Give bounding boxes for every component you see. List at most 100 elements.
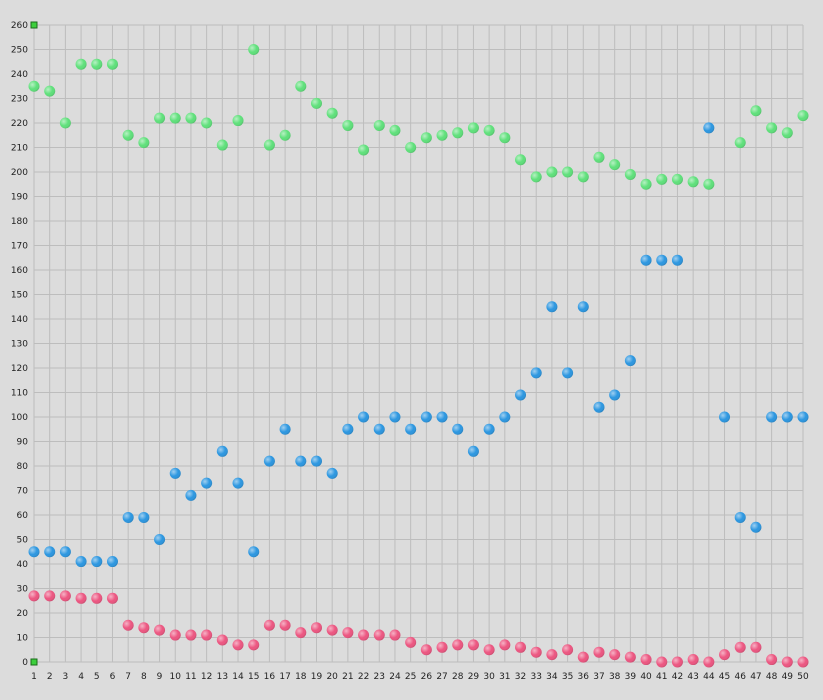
data-point xyxy=(389,629,401,641)
data-point xyxy=(106,556,118,568)
data-point xyxy=(577,651,589,663)
x-tick-label: 32 xyxy=(515,672,526,682)
data-point xyxy=(719,411,731,423)
data-point xyxy=(703,178,715,190)
data-point xyxy=(624,651,636,663)
data-point xyxy=(232,115,244,127)
data-point xyxy=(499,411,511,423)
x-tick-label: 40 xyxy=(640,672,652,682)
x-tick-label: 20 xyxy=(326,672,338,682)
data-point xyxy=(750,521,762,533)
x-tick-label: 26 xyxy=(421,672,433,682)
data-point xyxy=(671,656,683,668)
data-point xyxy=(232,639,244,651)
data-point xyxy=(154,534,166,545)
data-point xyxy=(342,119,354,131)
data-point xyxy=(562,644,574,656)
y-tick-label: 190 xyxy=(11,193,28,203)
x-tick-label: 39 xyxy=(625,672,637,682)
data-point xyxy=(640,178,652,190)
data-point xyxy=(295,80,307,92)
x-tick-label: 31 xyxy=(499,672,510,682)
data-point xyxy=(28,546,40,558)
data-point xyxy=(326,624,338,636)
x-tick-label: 28 xyxy=(452,672,464,682)
data-point xyxy=(593,646,605,658)
data-point xyxy=(766,122,778,134)
data-point xyxy=(389,411,401,423)
data-point xyxy=(122,129,134,141)
data-point xyxy=(781,411,793,423)
x-tick-label: 7 xyxy=(125,672,131,682)
data-point xyxy=(295,627,307,639)
x-tick-label: 42 xyxy=(672,672,683,682)
data-point xyxy=(703,122,715,134)
data-point xyxy=(452,639,464,651)
data-point xyxy=(656,254,668,266)
data-point xyxy=(263,619,275,631)
x-tick-label: 34 xyxy=(546,672,558,682)
x-tick-label: 25 xyxy=(405,672,416,682)
x-tick-label: 19 xyxy=(311,672,323,682)
y-tick-label: 240 xyxy=(11,70,28,80)
x-tick-label: 15 xyxy=(248,672,259,682)
x-tick-label: 1 xyxy=(31,672,37,682)
data-point xyxy=(781,127,793,139)
data-point xyxy=(766,411,778,423)
data-point xyxy=(185,489,197,501)
data-point xyxy=(734,511,746,523)
x-tick-label: 44 xyxy=(703,672,715,682)
data-point xyxy=(310,97,322,109)
data-point xyxy=(499,639,511,651)
data-point xyxy=(734,137,746,149)
data-point xyxy=(640,654,652,666)
x-tick-label: 4 xyxy=(78,672,84,682)
y-tick-label: 50 xyxy=(17,536,29,546)
data-points xyxy=(28,44,809,668)
data-point xyxy=(389,124,401,136)
data-point xyxy=(750,641,762,653)
data-point xyxy=(452,423,464,435)
data-point xyxy=(562,367,574,379)
y-tick-label: 170 xyxy=(11,242,28,252)
data-point xyxy=(279,129,291,141)
y-tick-label: 70 xyxy=(17,487,29,497)
y-tick-label: 60 xyxy=(17,511,29,521)
x-tick-label: 49 xyxy=(782,672,794,682)
axis-marker xyxy=(30,21,38,29)
data-point xyxy=(279,619,291,631)
x-axis-ticks: 1 2 3 4 5 6 7 8 9 10 11 12 13 14 15 16 17 18 19 20 21 22 23 24 2… xyxy=(31,672,809,682)
x-tick-label: 10 xyxy=(170,672,182,682)
data-point xyxy=(326,107,338,119)
x-tick-label: 47 xyxy=(750,672,761,682)
data-point xyxy=(122,511,134,523)
x-tick-label: 33 xyxy=(530,672,541,682)
x-tick-label: 18 xyxy=(295,672,307,682)
data-point xyxy=(750,105,762,117)
data-point xyxy=(420,411,432,423)
data-point xyxy=(515,154,527,166)
data-point xyxy=(169,112,181,124)
data-point xyxy=(373,119,385,131)
x-tick-label: 38 xyxy=(609,672,621,682)
x-tick-label: 9 xyxy=(157,672,163,682)
data-point xyxy=(310,622,322,634)
y-tick-label: 250 xyxy=(11,46,28,56)
y-tick-label: 30 xyxy=(17,585,29,595)
data-point xyxy=(91,592,103,604)
y-tick-label: 130 xyxy=(11,340,28,350)
data-point xyxy=(326,467,338,479)
x-tick-label: 46 xyxy=(734,672,746,682)
data-point xyxy=(640,254,652,266)
data-point xyxy=(546,301,558,313)
data-point xyxy=(201,117,213,129)
x-tick-label: 50 xyxy=(797,672,809,682)
data-point xyxy=(201,477,213,489)
data-point xyxy=(687,654,699,666)
data-point xyxy=(452,127,464,139)
data-point xyxy=(609,649,621,661)
data-point xyxy=(671,173,683,185)
x-tick-label: 21 xyxy=(342,672,353,682)
data-point xyxy=(609,389,621,401)
